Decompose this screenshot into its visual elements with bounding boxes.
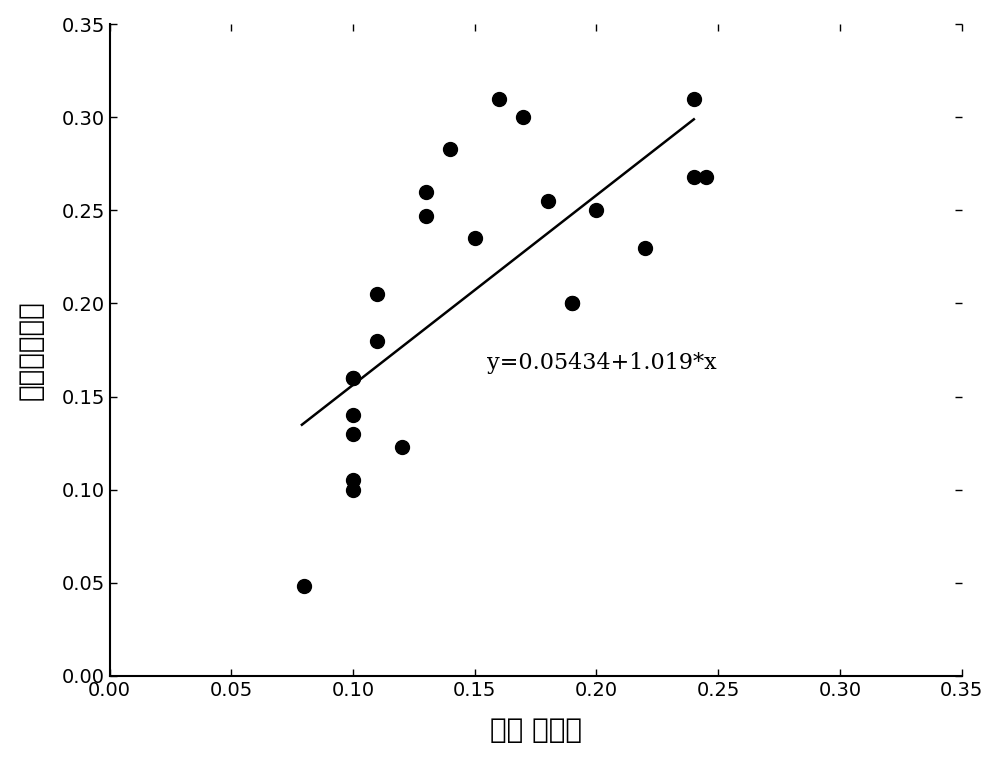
Point [345, 428, 361, 440]
Point [369, 335, 385, 347]
X-axis label: 一次 采收率: 一次 采收率 [490, 716, 582, 744]
Point [345, 474, 361, 486]
Y-axis label: 递减法采收率: 递减法采收率 [17, 300, 45, 400]
Point [540, 195, 556, 207]
Point [369, 288, 385, 301]
Point [698, 170, 714, 183]
Point [467, 232, 483, 244]
Point [564, 298, 580, 310]
Point [418, 186, 434, 198]
Point [588, 204, 604, 216]
Point [345, 372, 361, 384]
Point [418, 210, 434, 222]
Point [564, 298, 580, 310]
Point [394, 441, 410, 453]
Point [637, 241, 653, 253]
Point [686, 170, 702, 183]
Point [345, 409, 361, 422]
Point [296, 581, 312, 593]
Point [345, 372, 361, 384]
Point [442, 143, 458, 155]
Point [345, 483, 361, 495]
Point [686, 93, 702, 105]
Text: y=0.05434+1.019*x: y=0.05434+1.019*x [487, 352, 717, 374]
Point [491, 93, 507, 105]
Point [515, 111, 531, 123]
